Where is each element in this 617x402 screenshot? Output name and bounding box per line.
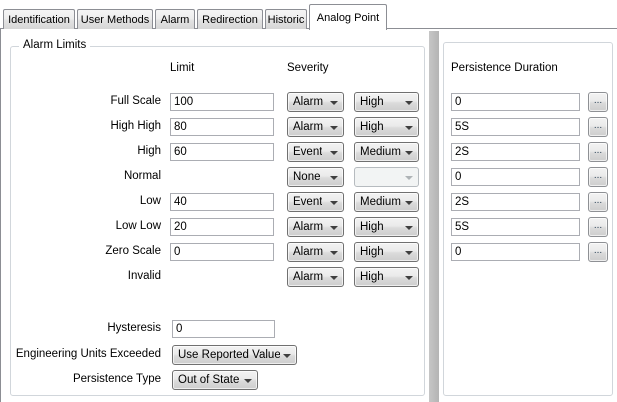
- row-label: Invalid: [127, 270, 161, 282]
- severity-column-header: Severity: [287, 62, 329, 74]
- tab-historic[interactable]: Historic: [265, 9, 307, 29]
- browse-button[interactable]: ...: [588, 167, 608, 187]
- tab-alarm[interactable]: Alarm: [155, 9, 195, 29]
- browse-button[interactable]: ...: [588, 142, 608, 162]
- priority-select-disabled: [354, 167, 419, 187]
- row-label: Low Low: [115, 220, 161, 232]
- persistence-groupbox: [443, 42, 613, 396]
- priority-select[interactable]: High: [354, 92, 419, 112]
- engineering-units-exceeded-label: Engineering Units Exceeded: [15, 348, 161, 360]
- chevron-down-icon: [244, 379, 252, 383]
- browse-button[interactable]: ...: [588, 242, 608, 262]
- engineering-units-exceeded-select[interactable]: Use Reported Value: [172, 345, 297, 365]
- browse-button[interactable]: ...: [588, 192, 608, 212]
- priority-select[interactable]: Medium: [354, 142, 419, 162]
- limit-input[interactable]: [170, 118, 274, 136]
- persistence-type-row: Persistence Type Out of State: [0, 370, 617, 391]
- tab-redirection[interactable]: Redirection: [197, 9, 263, 29]
- priority-select[interactable]: Medium: [354, 192, 419, 212]
- priority-select[interactable]: High: [354, 117, 419, 137]
- persistence-type-label: Persistence Type: [72, 373, 161, 385]
- hysteresis-label: Hysteresis: [107, 322, 161, 334]
- severity-select[interactable]: Alarm: [287, 92, 344, 112]
- chevron-down-icon: [405, 276, 413, 280]
- alarm-row-high-high: High High Alarm High ...: [0, 117, 617, 138]
- chevron-down-icon: [330, 151, 338, 155]
- tab-page-analog-point: [0, 28, 617, 402]
- browse-button[interactable]: ...: [588, 117, 608, 137]
- chevron-down-icon: [330, 251, 338, 255]
- alarm-limits-title: Alarm Limits: [19, 39, 91, 51]
- hysteresis-input[interactable]: [172, 320, 275, 338]
- browse-button[interactable]: ...: [588, 92, 608, 112]
- chevron-down-icon: [405, 226, 413, 230]
- priority-select[interactable]: High: [354, 267, 419, 287]
- severity-select[interactable]: None: [287, 167, 344, 187]
- persistence-input[interactable]: [451, 118, 580, 136]
- chevron-down-icon: [330, 126, 338, 130]
- chevron-down-icon: [330, 176, 338, 180]
- chevron-down-icon: [330, 226, 338, 230]
- engineering-units-exceeded-row: Engineering Units Exceeded Use Reported …: [0, 345, 617, 366]
- persistence-input[interactable]: [451, 218, 580, 236]
- panel-splitter[interactable]: [429, 31, 439, 402]
- row-label: Full Scale: [110, 95, 162, 107]
- chevron-down-icon: [330, 101, 338, 105]
- limit-column-header: Limit: [170, 62, 195, 74]
- limit-input[interactable]: [170, 143, 274, 161]
- alarm-row-full-scale: Full Scale Alarm High ...: [0, 92, 617, 113]
- chevron-down-icon: [405, 151, 413, 155]
- priority-select[interactable]: High: [354, 217, 419, 237]
- tab-identification[interactable]: Identification: [3, 9, 75, 29]
- limit-input[interactable]: [170, 93, 274, 111]
- persistence-column-header: Persistence Duration: [451, 62, 558, 74]
- persistence-input[interactable]: [451, 143, 580, 161]
- chevron-down-icon: [330, 201, 338, 205]
- alarm-row-low: Low Event Medium ...: [0, 192, 617, 213]
- chevron-down-icon: [405, 201, 413, 205]
- tab-user-methods[interactable]: User Methods: [77, 9, 153, 29]
- chevron-down-icon: [405, 176, 413, 180]
- alarm-row-high: High Event Medium ...: [0, 142, 617, 163]
- persistence-type-select[interactable]: Out of State: [172, 370, 258, 390]
- chevron-down-icon: [405, 126, 413, 130]
- row-label: High High: [110, 120, 162, 132]
- chevron-down-icon: [283, 354, 291, 358]
- row-label: Zero Scale: [105, 245, 161, 257]
- severity-select[interactable]: Event: [287, 192, 344, 212]
- chevron-down-icon: [405, 251, 413, 255]
- persistence-input[interactable]: [451, 93, 580, 111]
- alarm-row-zero-scale: Zero Scale Alarm High ...: [0, 242, 617, 263]
- tab-analog-point[interactable]: Analog Point: [309, 4, 387, 30]
- severity-select[interactable]: Event: [287, 142, 344, 162]
- limit-input[interactable]: [170, 193, 274, 211]
- severity-select[interactable]: Alarm: [287, 242, 344, 262]
- persistence-input[interactable]: [451, 193, 580, 211]
- browse-button[interactable]: ...: [588, 217, 608, 237]
- persistence-input[interactable]: [451, 243, 580, 261]
- alarm-limits-groupbox: [10, 46, 425, 396]
- limit-input[interactable]: [170, 243, 274, 261]
- persistence-input[interactable]: [451, 168, 580, 186]
- alarm-row-normal: Normal None ...: [0, 167, 617, 188]
- limit-input[interactable]: [170, 218, 274, 236]
- chevron-down-icon: [330, 276, 338, 280]
- row-label: High: [137, 145, 161, 157]
- severity-select[interactable]: Alarm: [287, 217, 344, 237]
- row-label: Normal: [123, 170, 161, 182]
- severity-select[interactable]: Alarm: [287, 117, 344, 137]
- chevron-down-icon: [405, 101, 413, 105]
- severity-select[interactable]: Alarm: [287, 267, 344, 287]
- alarm-row-invalid: Invalid Alarm High: [0, 267, 617, 288]
- alarm-row-low-low: Low Low Alarm High ...: [0, 217, 617, 238]
- row-label: Low: [139, 195, 161, 207]
- hysteresis-row: Hysteresis: [0, 319, 617, 340]
- priority-select[interactable]: High: [354, 242, 419, 262]
